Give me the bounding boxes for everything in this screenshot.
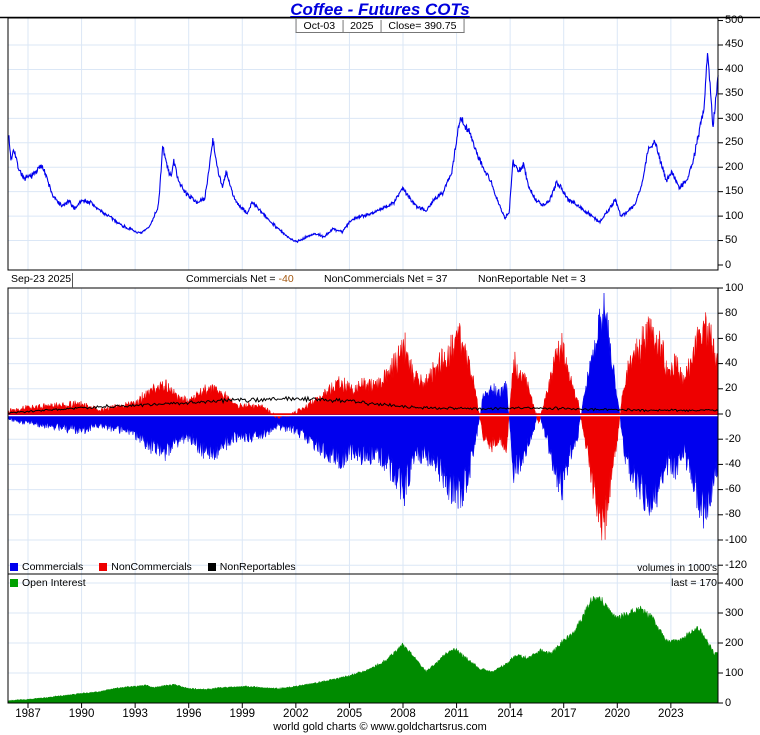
page-title: Coffee - Futures COTs [290,0,470,19]
price-panel-border [7,17,719,271]
nonreportable-net-label: NonReportable Net = [478,273,580,285]
oi-panel-border [7,573,719,704]
y-tick-label: 200 [725,636,744,649]
nonreportables-line [8,395,719,414]
noncommercials-area [8,312,719,541]
commercials-net-label: Commercials Net = [186,273,279,285]
y-tick-label: 20 [725,382,738,395]
x-tick-label: 1993 [122,708,148,720]
y-tick-label: 0 [725,407,732,420]
legend-item-noncommercials: NonCommercials [99,561,192,573]
cot-header-row: Sep-23 2025 Commercials Net = -40 NonCom… [8,273,718,288]
x-tick-label: 1999 [229,708,256,720]
y-tick-label: 400 [725,576,744,589]
y-tick-label: 450 [725,38,744,51]
oi-last-note: last = 170 [671,577,717,589]
y-tick-label: -20 [725,432,741,445]
commercials-net: Commercials Net = -40 [186,273,294,285]
footer-credit: world gold charts © www.goldchartsrus.co… [273,721,487,733]
subtitle-year: 2025 [343,19,382,32]
y-tick-label: -60 [725,483,741,496]
price-subtitle: Oct-03 2025 Close= 390.75 [295,19,465,33]
subtitle-date: Oct-03 [297,19,344,32]
open-interest-area [8,595,719,704]
y-tick-label: -100 [725,533,748,546]
y-tick-label: 350 [725,87,744,100]
y-tick-label: 400 [725,62,744,75]
open-interest-swatch-icon [10,579,18,587]
open-interest-legend-label: Open Interest [22,577,86,589]
cot-date: Sep-23 2025 [8,273,73,288]
commercials-swatch-icon [10,563,18,571]
noncommercials-net: NonCommercials Net = 37 [324,273,447,285]
x-tick-label: 1990 [68,708,95,720]
y-tick-label: 60 [725,331,738,344]
x-tick-label: 1987 [15,708,41,720]
cot-legend: Commercials NonCommercials NonReportable… [10,561,296,573]
y-tick-label: 50 [725,234,738,247]
commercials-legend-label: Commercials [22,561,84,573]
x-tick-label: 2011 [444,708,469,720]
y-tick-label: 100 [725,666,744,679]
subtitle-close: Close= 390.75 [388,19,457,32]
nonreportables-legend-label: NonReportables [219,561,296,573]
y-tick-label: 200 [725,160,744,173]
y-tick-label: 150 [725,185,744,198]
y-tick-label: 300 [725,606,744,619]
oi-legend: Open Interest [10,577,86,589]
noncommercials-swatch-icon [99,563,108,571]
x-tick-label: 2005 [336,708,363,720]
x-tick-label: 2017 [550,708,577,720]
price-line [7,53,719,244]
y-tick-label: 0 [725,258,732,271]
y-tick-label: 500 [725,14,744,27]
y-tick-label: 300 [725,111,744,124]
y-tick-label: 100 [725,281,744,294]
y-tick-label: -40 [725,457,741,470]
x-tick-label: 2020 [604,708,631,720]
x-tick-label: 2023 [658,708,684,720]
nonreportable-net: NonReportable Net = 3 [478,273,586,285]
commercials-net-value: -40 [278,273,294,285]
legend-item-open-interest: Open Interest [10,577,86,589]
noncommercials-net-label: NonCommercials Net = [324,273,436,285]
y-tick-label: -120 [725,558,748,571]
volumes-note: volumes in 1000's [637,563,717,574]
noncommercials-legend-label: NonCommercials [111,561,192,573]
x-tick-label: 2014 [497,708,523,720]
legend-item-nonreportables: NonReportables [207,561,296,573]
commercials-area [8,292,719,529]
y-tick-label: 100 [725,209,744,222]
y-tick-label: 40 [725,357,738,370]
y-tick-label: 80 [725,306,738,319]
noncommercials-net-value: 37 [435,273,448,285]
nonreportables-swatch-icon [207,563,216,571]
y-tick-label: 250 [725,136,744,149]
x-tick-label: 1996 [175,708,202,720]
nonreportable-net-value: 3 [579,273,586,285]
x-tick-label: 2002 [283,708,309,720]
legend-item-commercials: Commercials [10,561,83,573]
x-tick-label: 2008 [390,708,416,720]
y-tick-label: -80 [725,508,741,521]
y-tick-label: 0 [725,696,732,709]
